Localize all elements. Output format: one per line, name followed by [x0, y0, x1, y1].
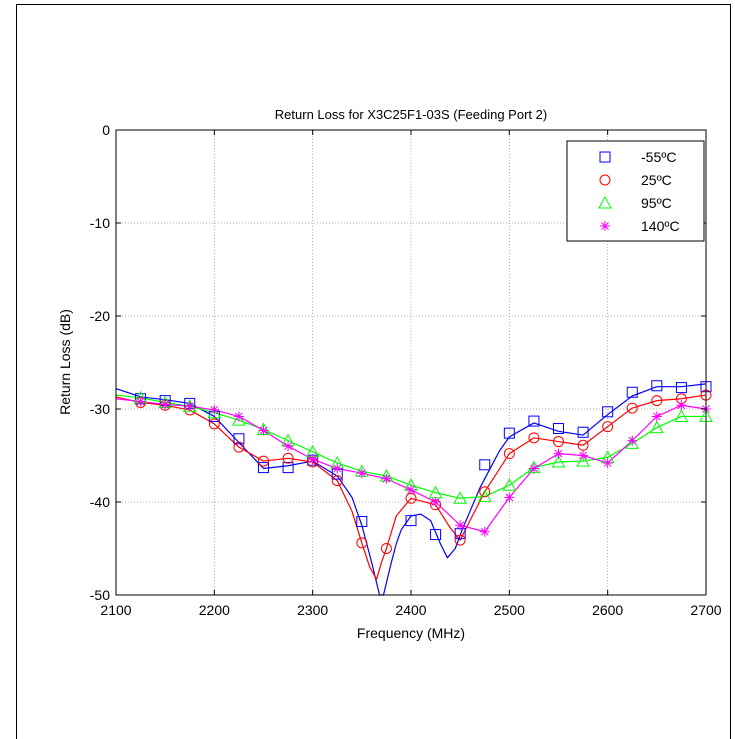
data-point — [258, 425, 269, 436]
data-point — [625, 436, 640, 449]
data-point — [356, 516, 368, 528]
data-point — [626, 402, 638, 414]
data-point — [283, 441, 294, 452]
legend-label: 140ºC — [641, 218, 680, 234]
data-point — [576, 454, 590, 467]
y-tick-label: -40 — [90, 494, 110, 510]
data-point — [528, 463, 539, 474]
data-point — [676, 400, 687, 411]
data-point — [502, 478, 517, 491]
data-point — [184, 401, 195, 412]
data-point — [602, 406, 614, 418]
y-tick-label: 0 — [102, 122, 110, 138]
data-point — [553, 436, 564, 448]
data-point — [405, 515, 417, 527]
series-markers — [133, 380, 713, 554]
y-axis-label: Return Loss (dB) — [57, 309, 73, 415]
x-tick-label: 2200 — [199, 602, 230, 618]
data-point — [233, 441, 245, 453]
chart-title: Return Loss for X3C25F1-03S (Feeding Por… — [275, 107, 547, 122]
data-point — [602, 457, 613, 468]
legend-marker — [599, 174, 611, 186]
data-point — [479, 526, 490, 537]
data-point — [430, 529, 442, 541]
x-axis-label: Frequency (MHz) — [357, 625, 465, 641]
data-point — [503, 427, 515, 439]
legend-label: 95ºC — [641, 195, 672, 211]
data-point — [551, 454, 566, 468]
legend: -55ºC 25ºC 95ºC 140ºC — [566, 140, 705, 242]
figure-frame — [16, 4, 731, 739]
data-point — [258, 455, 269, 467]
data-point — [651, 380, 663, 392]
x-tick-label: 2300 — [297, 602, 328, 618]
data-point — [208, 418, 220, 430]
data-point — [553, 448, 564, 459]
data-point — [380, 543, 392, 554]
legend-marker — [598, 195, 612, 209]
legend-label: 25ºC — [641, 172, 672, 188]
data-point — [381, 473, 392, 484]
data-point — [406, 484, 416, 495]
data-point — [207, 405, 222, 419]
data-point — [651, 411, 662, 422]
data-point — [258, 462, 269, 474]
data-point — [455, 520, 466, 531]
y-tick-label: -50 — [90, 587, 110, 603]
data-point — [477, 489, 492, 502]
y-tick-label: -30 — [90, 401, 110, 417]
x-tick-label: 2400 — [395, 602, 426, 618]
x-tick-label: 2600 — [592, 602, 623, 618]
data-point — [209, 404, 220, 415]
data-point — [627, 435, 638, 446]
data-point — [233, 411, 244, 422]
data-point — [356, 468, 367, 479]
y-tick-label: -20 — [90, 308, 110, 324]
data-point — [578, 450, 589, 461]
data-point — [577, 439, 589, 451]
x-tick-label: 2500 — [494, 602, 525, 618]
y-tick-label: -10 — [90, 215, 110, 231]
data-point — [479, 486, 491, 498]
axis-ticks: 2100 2200 2300 2400 2500 2600 2700 0 -10 -20 -30 -4… — [90, 122, 722, 618]
legend-marker — [600, 221, 610, 231]
data-point — [504, 492, 515, 503]
data-point — [453, 491, 468, 504]
legend-box — [566, 140, 705, 242]
data-point — [307, 454, 318, 465]
data-point — [674, 409, 689, 422]
series-line — [115, 394, 706, 499]
data-point — [553, 423, 564, 435]
legend-marker — [599, 151, 611, 163]
data-point — [528, 432, 540, 444]
data-point — [282, 462, 294, 474]
data-point — [233, 433, 245, 445]
data-point — [356, 537, 368, 549]
data-point — [135, 396, 146, 407]
grid — [116, 130, 706, 595]
data-point — [649, 420, 664, 434]
series-line — [115, 383, 707, 596]
data-point — [651, 395, 663, 407]
x-tick-label: 2700 — [690, 602, 721, 618]
data-point — [331, 475, 343, 487]
legend-label: -55ºC — [641, 149, 676, 165]
data-point — [160, 399, 171, 410]
data-point — [479, 459, 491, 471]
data-point — [528, 415, 540, 427]
data-point — [430, 497, 441, 507]
data-point — [454, 534, 466, 546]
data-point — [332, 463, 343, 474]
data-point — [282, 452, 294, 464]
data-point — [503, 448, 515, 460]
data-point — [675, 382, 687, 394]
data-point — [602, 421, 614, 433]
data-point — [577, 426, 589, 438]
data-point — [626, 386, 638, 398]
x-tick-label: 2100 — [100, 602, 131, 618]
